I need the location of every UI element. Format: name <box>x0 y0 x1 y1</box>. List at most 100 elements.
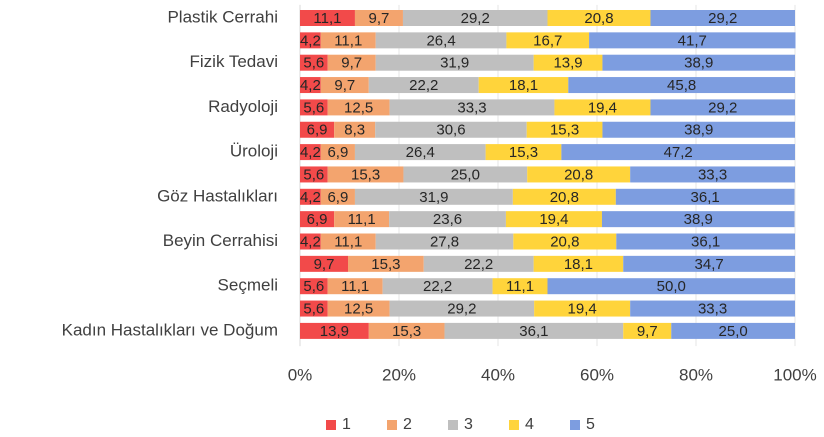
bar-segment <box>533 54 603 71</box>
value-label: 20,8 <box>584 10 613 27</box>
value-label: 12,5 <box>344 99 373 116</box>
bar-segment <box>334 211 390 228</box>
value-label: 36,1 <box>519 323 548 340</box>
value-label: 6,9 <box>307 122 328 139</box>
value-label: 13,9 <box>553 55 582 72</box>
category-label: Beyin Cerrahisi <box>163 231 278 250</box>
value-label: 22,2 <box>423 278 452 295</box>
value-label: 16,7 <box>533 32 562 49</box>
value-label: 11,1 <box>334 233 362 250</box>
value-label: 18,1 <box>564 256 593 273</box>
bar-segment <box>300 233 321 250</box>
bar-segment <box>300 99 328 116</box>
legend-label: 5 <box>586 416 595 433</box>
bar-segment <box>320 233 376 250</box>
value-label: 12,5 <box>344 301 373 318</box>
bar-segment <box>300 188 321 205</box>
bar-segment <box>327 99 390 116</box>
bar-segment <box>300 255 349 272</box>
value-label: 5,6 <box>303 278 324 295</box>
bar-segment <box>327 278 383 295</box>
value-label: 8,3 <box>344 122 365 139</box>
value-label: 4,2 <box>300 233 321 250</box>
value-label: 15,3 <box>351 166 380 183</box>
bar-segment <box>512 188 616 205</box>
legend-swatch <box>570 420 580 430</box>
value-label: 18,1 <box>509 77 538 94</box>
bar-segment <box>506 32 590 49</box>
value-label: 15,3 <box>371 256 400 273</box>
value-label: 19,4 <box>588 99 617 116</box>
bar-segment <box>601 211 795 228</box>
bar-segment <box>300 10 355 26</box>
value-label: 38,9 <box>684 55 713 72</box>
bar-segment <box>527 166 631 183</box>
legend-swatch <box>509 420 519 430</box>
value-label: 41,7 <box>678 32 707 49</box>
bar-segment <box>602 121 795 138</box>
bar-segment <box>354 144 486 161</box>
x-tick-label: 80% <box>679 366 713 385</box>
value-label: 38,9 <box>684 122 713 139</box>
value-label: 9,7 <box>334 77 355 94</box>
x-tick-label: 100% <box>773 366 816 385</box>
value-label: 4,2 <box>300 77 321 94</box>
bar-segment <box>300 144 321 161</box>
value-label: 11,1 <box>341 278 369 295</box>
bar-segment <box>561 144 795 161</box>
bar-segment <box>602 54 795 71</box>
value-label: 5,6 <box>303 99 324 116</box>
bar-segment <box>368 322 445 339</box>
category-label: Plastik Cerrahi <box>167 7 278 26</box>
bar-segment <box>300 278 328 295</box>
bar-segment <box>505 211 602 228</box>
legend-swatch <box>326 420 336 430</box>
bar-segment <box>375 233 514 250</box>
category-label: Seçmeli <box>218 276 278 295</box>
bar-segment <box>375 54 534 71</box>
value-label: 29,2 <box>708 10 737 27</box>
category-label: Üroloji <box>230 142 278 161</box>
bar-segment <box>403 166 528 183</box>
bar-segment <box>513 233 617 250</box>
x-tick-label: 20% <box>382 366 416 385</box>
bar-segment <box>327 300 390 317</box>
value-label: 34,7 <box>695 256 724 273</box>
bar-segment <box>389 300 535 317</box>
bar-segment <box>327 54 376 71</box>
bar-segment <box>650 10 795 26</box>
value-label: 9,7 <box>314 256 335 273</box>
bar-segment <box>630 166 795 183</box>
value-label: 29,2 <box>461 10 490 27</box>
value-label: 20,8 <box>550 233 579 250</box>
value-label: 5,6 <box>303 166 324 183</box>
value-label: 33,3 <box>698 301 727 318</box>
bar-segment <box>389 99 555 116</box>
bar-segment <box>568 77 795 94</box>
value-label: 19,4 <box>539 211 568 228</box>
category-label: Göz Hastalıkları <box>157 186 278 205</box>
value-label: 11,1 <box>348 211 376 228</box>
legend-swatch <box>448 420 458 430</box>
bar-segment <box>534 300 631 317</box>
value-label: 6,9 <box>307 211 328 228</box>
bar-segment <box>320 144 355 161</box>
bar-segment <box>616 233 795 250</box>
category-label: Fizik Tedavi <box>190 52 279 71</box>
value-label: 33,3 <box>457 99 486 116</box>
bar-segment <box>382 278 493 295</box>
bar-segment <box>554 99 651 116</box>
legend-label: 3 <box>464 416 473 433</box>
value-label: 4,2 <box>300 32 321 49</box>
bar-segment <box>375 121 527 138</box>
value-label: 20,8 <box>564 166 593 183</box>
bar-segment <box>354 188 513 205</box>
bar-segment <box>389 211 506 228</box>
bar-segment <box>623 255 795 272</box>
bar-segment <box>615 188 795 205</box>
value-label: 11,1 <box>334 32 362 49</box>
value-label: 50,0 <box>657 278 686 295</box>
x-tick-label: 0% <box>288 366 313 385</box>
value-label: 31,9 <box>419 189 448 206</box>
